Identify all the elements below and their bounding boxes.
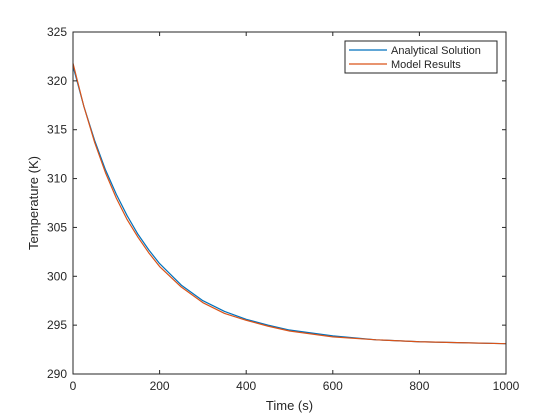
- y-tick-label: 325: [47, 25, 67, 39]
- x-tick-label: 400: [236, 379, 256, 393]
- x-axis-ticks: 0 200 400 600 800 1000: [70, 32, 520, 393]
- x-tick-label: 200: [150, 379, 170, 393]
- y-axis-ticks: 290 295 300 305 310 315 320 325: [47, 25, 506, 381]
- legend-box: [344, 40, 498, 74]
- y-tick-label: 320: [47, 74, 67, 88]
- legend-entry-model-results: Model Results: [391, 59, 461, 71]
- x-tick-label: 0: [70, 379, 77, 393]
- y-tick-label: 290: [47, 367, 67, 381]
- legend: Analytical Solution Model Results: [344, 40, 498, 74]
- series-line-model-results: [72, 63, 507, 345]
- y-tick-label: 295: [47, 318, 67, 332]
- plot-border: [72, 31, 507, 375]
- plot-area: [73, 32, 506, 374]
- x-tick-label: 1000: [493, 379, 520, 393]
- x-axis-label: Time (s): [266, 398, 313, 413]
- y-tick-label: 310: [47, 172, 67, 186]
- series-group: [72, 63, 507, 345]
- y-tick-label: 300: [47, 269, 67, 283]
- x-tick-label: 600: [323, 379, 343, 393]
- legend-entry-analytical-solution: Analytical Solution: [391, 45, 481, 57]
- x-tick-label: 800: [409, 379, 429, 393]
- y-tick-label: 305: [47, 220, 67, 234]
- y-tick-label: 315: [47, 123, 67, 137]
- y-axis-label: Temperature (K): [26, 156, 41, 250]
